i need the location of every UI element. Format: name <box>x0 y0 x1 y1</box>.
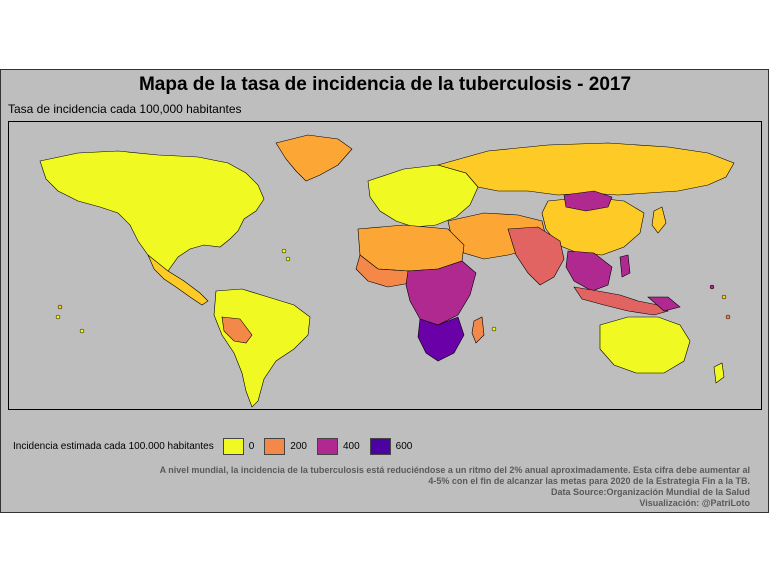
legend-item: 600 <box>369 437 413 455</box>
legend-label: 200 <box>290 440 307 452</box>
russia <box>436 142 735 196</box>
greenland <box>275 134 353 182</box>
legend-swatch-600 <box>369 437 391 455</box>
south-asia <box>507 226 565 286</box>
central-east-africa <box>405 260 477 326</box>
pacific-island <box>725 314 731 320</box>
new-zealand <box>713 362 725 384</box>
pacific-island <box>55 314 61 320</box>
legend-item: 200 <box>264 437 307 455</box>
southern-africa <box>417 316 465 362</box>
map-subtitle: Tasa de incidencia cada 100,000 habitant… <box>8 102 242 116</box>
legend-swatch-0 <box>222 437 244 455</box>
pacific-island <box>57 304 63 310</box>
north-america <box>39 150 265 272</box>
caption-source: Data Source:Organización Mundial de la S… <box>550 487 750 497</box>
caption-credit: Visualización: @PatriLoto <box>639 498 750 508</box>
caption-line-2: 4-5% con el fin de alcanzar las metas pa… <box>428 476 750 486</box>
indian-ocean-island <box>491 326 497 332</box>
andes-region <box>221 316 253 344</box>
legend-title: Incidencia estimada cada 100.000 habitan… <box>13 440 214 452</box>
indonesia <box>573 286 669 316</box>
west-africa <box>355 254 411 288</box>
philippines <box>619 254 631 278</box>
legend-swatch-200 <box>264 437 286 455</box>
caribbean-island <box>285 256 291 262</box>
pacific-island <box>79 328 85 334</box>
legend-label: 0 <box>248 440 255 452</box>
legend-swatch-400 <box>316 437 338 455</box>
world-map <box>39 134 735 408</box>
china <box>541 196 645 256</box>
pacific-island <box>721 294 727 300</box>
pacific-island <box>709 284 715 290</box>
caption: A nivel mundial, la incidencia de la tub… <box>70 465 750 509</box>
caption-line-1: A nivel mundial, la incidencia de la tub… <box>159 465 750 475</box>
legend-label: 600 <box>395 440 413 452</box>
map-title: Mapa de la tasa de incidencia de la tube… <box>138 74 632 95</box>
legend-item: 400 <box>316 437 360 455</box>
japan <box>651 206 667 234</box>
mongolia <box>563 190 613 212</box>
central-america <box>147 254 209 306</box>
legend-label: 400 <box>342 440 360 452</box>
map-frame <box>8 121 762 410</box>
australia <box>599 316 691 374</box>
papua-new-guinea <box>647 296 681 312</box>
legend: Incidencia estimada cada 100.000 habitan… <box>13 436 422 456</box>
legend-item: 0 <box>222 437 255 455</box>
madagascar <box>471 316 485 344</box>
southeast-asia <box>565 250 613 292</box>
caribbean-island <box>281 248 287 254</box>
